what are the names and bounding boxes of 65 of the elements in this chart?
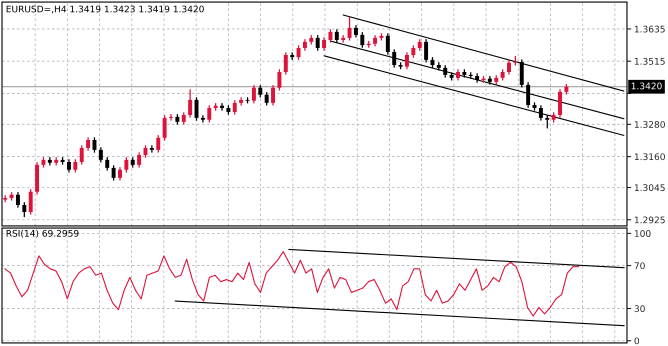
candlestick (392, 48, 396, 68)
y-tick-label: 30 (634, 305, 645, 312)
candlestick (80, 144, 84, 166)
y-tick-label: 1.3280 (634, 121, 665, 128)
candlestick (41, 156, 46, 168)
y-tick-label: 1.2925 (634, 216, 665, 224)
y-tick-label: 1.3515 (634, 58, 665, 65)
candlestick (424, 38, 428, 64)
candlestick (430, 56, 434, 68)
candlestick (322, 36, 326, 52)
candlestick (232, 100, 237, 116)
candlestick (348, 16, 352, 42)
candlestick (552, 112, 556, 124)
candlestick (296, 44, 301, 60)
candlestick (545, 114, 550, 130)
candlestick (411, 44, 416, 58)
candlestick (22, 202, 26, 218)
candlestick (92, 136, 96, 154)
candlestick (271, 84, 276, 106)
y-tick-label: 1.3160 (634, 153, 665, 160)
candlestick (16, 191, 20, 208)
candlestick (188, 88, 192, 118)
y-tick-label: 70 (634, 262, 645, 270)
candlestick (175, 114, 180, 126)
candlestick (538, 104, 543, 122)
ref-line-label: 1.3420 (632, 82, 662, 90)
candlestick (162, 114, 167, 142)
candlestick (456, 68, 460, 82)
candlestick (328, 28, 332, 44)
candlestick (558, 88, 562, 118)
candlestick (500, 68, 505, 82)
y-tick-label: 1.3635 (634, 26, 665, 33)
candlestick (124, 156, 128, 174)
chart-title: RSI(14) 69.2959 (6, 230, 79, 238)
candlestick (526, 82, 530, 108)
candlestick (309, 34, 314, 46)
candlestick (302, 38, 307, 52)
candlestick (73, 158, 78, 174)
line-series (4, 251, 580, 317)
candlestick (118, 166, 122, 182)
candlestick (98, 146, 103, 164)
candlestick (513, 55, 518, 66)
candlestick (112, 164, 116, 182)
candlestick (475, 72, 480, 84)
candlestick (366, 40, 371, 48)
candlestick (277, 68, 282, 92)
candlestick (137, 152, 142, 168)
y-tick-label: 1.3045 (634, 184, 665, 192)
candlestick (28, 188, 33, 216)
y-tick-label: 0 (634, 337, 640, 344)
candlestick (373, 34, 378, 48)
candlestick (86, 136, 90, 152)
candlestick (144, 144, 148, 158)
candlestick (3, 194, 8, 203)
y-tick-label: 100 (634, 230, 651, 237)
candlestick (418, 38, 422, 52)
candlestick (507, 60, 511, 76)
candlestick (252, 84, 256, 104)
candlestick (404, 52, 409, 70)
candlestick (264, 91, 269, 106)
candlestick (207, 104, 212, 124)
candlestick (564, 83, 568, 96)
chart-title: EURUSD=,H4 1.3419 1.3423 1.3419 1.3420 (6, 6, 204, 14)
candlestick (316, 34, 320, 52)
candlestick (284, 52, 288, 76)
